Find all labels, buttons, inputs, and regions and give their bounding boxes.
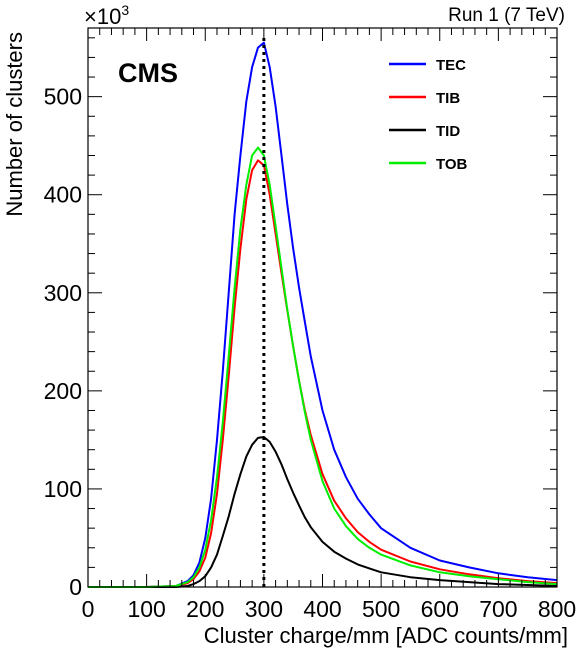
y-axis: 0 100 200 300 400 500: [44, 37, 557, 600]
x-tick-label: 400: [303, 596, 341, 622]
y-multiplier-label: ×103: [84, 2, 129, 29]
y-tick-label: 500: [44, 84, 82, 110]
x-tick-label: 100: [127, 596, 165, 622]
series-line-tob: [88, 146, 558, 588]
y-tick-label: 300: [44, 280, 82, 306]
legend: TEC TIB TID TOB: [389, 57, 468, 173]
legend-label-tob: TOB: [436, 156, 468, 173]
x-tick-label: 300: [245, 596, 283, 622]
y-axis-title: Number of clusters: [2, 32, 27, 217]
y-multiplier-exponent: 3: [121, 2, 129, 18]
series-line-tib: [88, 159, 558, 588]
y-tick-label: 0: [69, 574, 82, 600]
legend-label-tib: TIB: [436, 90, 460, 107]
x-tick-label: 800: [538, 596, 576, 622]
x-tick-label: 200: [186, 596, 224, 622]
x-axis-title: Cluster charge/mm [ADC counts/mm]: [204, 623, 568, 648]
x-tick-label: 600: [421, 596, 459, 622]
x-tick-label: 500: [362, 596, 400, 622]
run-label: Run 1 (7 TeV): [448, 5, 565, 26]
y-tick-label: 200: [44, 378, 82, 404]
legend-label-tec: TEC: [436, 57, 466, 74]
plot-frame: [87, 27, 558, 588]
series-layer: [88, 41, 558, 588]
series-line-tid: [88, 436, 558, 588]
x-tick-label: 700: [479, 596, 517, 622]
series-line-tec: [88, 41, 558, 588]
x-tick-label: 0: [82, 596, 95, 622]
cms-label: CMS: [118, 58, 178, 88]
y-tick-label: 400: [44, 182, 82, 208]
legend-label-tid: TID: [436, 123, 460, 140]
y-tick-label: 100: [44, 476, 82, 502]
x-axis: 0 100 200 300 400 500 600 700 800: [82, 28, 576, 622]
